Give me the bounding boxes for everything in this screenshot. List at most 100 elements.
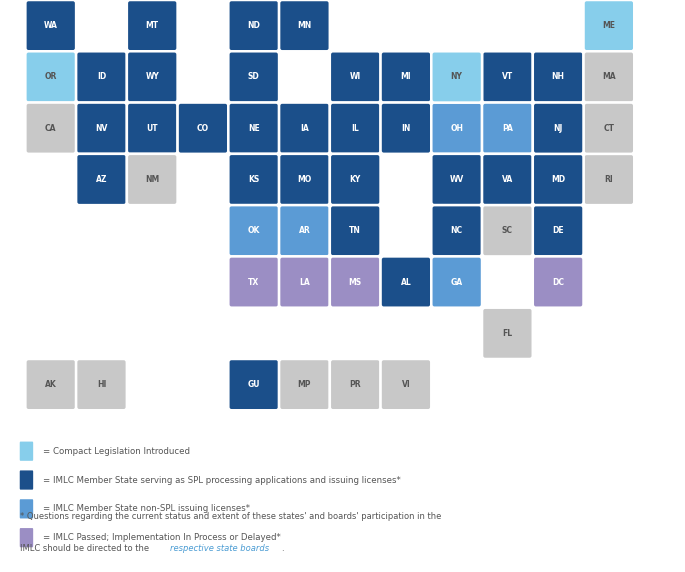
FancyBboxPatch shape [279,154,329,205]
Text: FL: FL [502,329,512,338]
FancyBboxPatch shape [329,359,381,410]
FancyBboxPatch shape [533,51,584,102]
Text: AR: AR [299,227,310,235]
FancyBboxPatch shape [177,102,228,154]
FancyBboxPatch shape [25,359,76,410]
Text: = IMLC Passed; Implementation In Process or Delayed*: = IMLC Passed; Implementation In Process… [42,533,280,542]
FancyBboxPatch shape [482,102,533,154]
FancyBboxPatch shape [228,154,279,205]
Text: CA: CA [45,124,56,133]
FancyBboxPatch shape [76,51,127,102]
FancyBboxPatch shape [279,102,329,154]
FancyBboxPatch shape [381,256,432,308]
FancyBboxPatch shape [76,359,127,410]
FancyBboxPatch shape [25,102,76,154]
FancyBboxPatch shape [533,205,584,256]
Text: RI: RI [605,175,613,184]
Text: ID: ID [97,73,106,81]
FancyBboxPatch shape [482,308,533,359]
Text: = IMLC Member State non-SPL issuing licenses*: = IMLC Member State non-SPL issuing lice… [42,505,249,513]
FancyBboxPatch shape [228,205,279,256]
Text: OK: OK [247,227,260,235]
Text: CT: CT [603,124,614,133]
Text: respective state boards: respective state boards [171,544,269,553]
FancyBboxPatch shape [279,205,329,256]
Text: AL: AL [401,277,411,287]
Text: AZ: AZ [96,175,108,184]
FancyBboxPatch shape [381,51,432,102]
Text: WV: WV [449,175,464,184]
Text: KY: KY [349,175,361,184]
FancyBboxPatch shape [482,51,533,102]
FancyBboxPatch shape [127,102,177,154]
Text: SC: SC [502,227,513,235]
FancyBboxPatch shape [20,442,33,461]
FancyBboxPatch shape [381,102,432,154]
Text: ME: ME [602,21,615,30]
Text: MO: MO [297,175,312,184]
FancyBboxPatch shape [76,154,127,205]
Text: DE: DE [552,227,564,235]
FancyBboxPatch shape [432,102,482,154]
Text: IN: IN [401,124,410,133]
FancyBboxPatch shape [432,256,482,308]
FancyBboxPatch shape [381,359,432,410]
FancyBboxPatch shape [127,51,177,102]
Text: IL: IL [351,124,359,133]
Text: LA: LA [299,277,310,287]
Text: CO: CO [197,124,209,133]
FancyBboxPatch shape [584,154,634,205]
Text: GU: GU [247,380,260,389]
Text: MT: MT [146,21,159,30]
Text: NJ: NJ [553,124,563,133]
FancyBboxPatch shape [329,256,381,308]
FancyBboxPatch shape [329,102,381,154]
Text: VT: VT [502,73,513,81]
FancyBboxPatch shape [279,0,329,51]
Text: NV: NV [95,124,108,133]
Text: MD: MD [551,175,565,184]
Text: MA: MA [602,73,616,81]
Text: ND: ND [247,21,260,30]
FancyBboxPatch shape [127,0,177,51]
Text: MS: MS [349,277,362,287]
FancyBboxPatch shape [279,256,329,308]
Text: IA: IA [300,124,309,133]
Text: OR: OR [45,73,57,81]
FancyBboxPatch shape [329,154,381,205]
Text: NE: NE [248,124,260,133]
FancyBboxPatch shape [584,51,634,102]
FancyBboxPatch shape [228,102,279,154]
Text: TN: TN [349,227,361,235]
Text: VI: VI [401,380,410,389]
Text: PA: PA [502,124,513,133]
Text: NM: NM [145,175,160,184]
FancyBboxPatch shape [432,51,482,102]
Text: MI: MI [401,73,411,81]
Text: UT: UT [147,124,158,133]
FancyBboxPatch shape [329,51,381,102]
Text: = IMLC Member State serving as SPL processing applications and issuing licenses*: = IMLC Member State serving as SPL proce… [42,475,400,484]
FancyBboxPatch shape [127,154,177,205]
Text: * Questions regarding the current status and extent of these states' and boards': * Questions regarding the current status… [21,512,442,521]
Text: DC: DC [552,277,564,287]
Text: WY: WY [145,73,159,81]
FancyBboxPatch shape [432,205,482,256]
Text: IMLC should be directed to the: IMLC should be directed to the [21,544,152,553]
FancyBboxPatch shape [76,102,127,154]
Text: SD: SD [248,73,260,81]
FancyBboxPatch shape [25,0,76,51]
Text: VA: VA [502,175,513,184]
FancyBboxPatch shape [20,528,33,547]
FancyBboxPatch shape [533,256,584,308]
FancyBboxPatch shape [584,0,634,51]
Text: WI: WI [349,73,361,81]
FancyBboxPatch shape [20,470,33,490]
FancyBboxPatch shape [228,0,279,51]
FancyBboxPatch shape [482,154,533,205]
FancyBboxPatch shape [329,205,381,256]
Text: NH: NH [551,73,564,81]
FancyBboxPatch shape [25,51,76,102]
Text: TX: TX [248,277,260,287]
Text: KS: KS [248,175,260,184]
